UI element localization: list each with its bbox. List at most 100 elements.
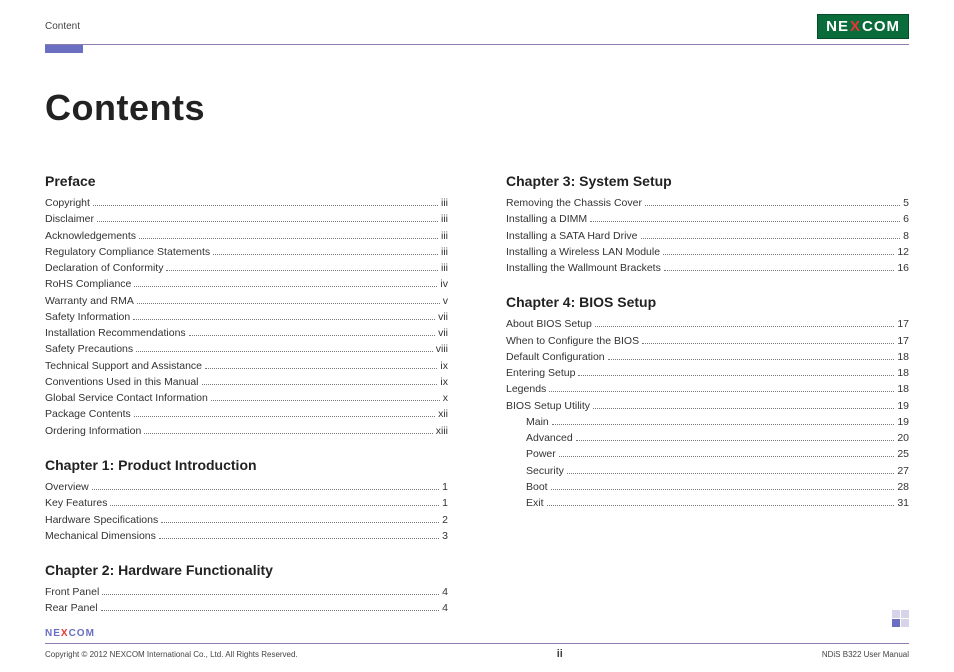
toc-dots bbox=[663, 254, 894, 255]
toc-page: 2 bbox=[442, 512, 448, 528]
toc-row: Key Features1 bbox=[45, 495, 448, 511]
toc-dots bbox=[202, 384, 438, 385]
toc-page: 1 bbox=[442, 495, 448, 511]
toc-row: Technical Support and Assistance ix bbox=[45, 358, 448, 374]
toc-label: Copyright bbox=[45, 195, 90, 211]
toc-page: 8 bbox=[903, 228, 909, 244]
logo-text-right: COM bbox=[862, 18, 900, 35]
toc-row: Rear Panel4 bbox=[45, 600, 448, 616]
toc-label: Main bbox=[526, 414, 549, 430]
toc-dots bbox=[97, 221, 438, 222]
toc-section: Chapter 3: System Setup Removing the Chas… bbox=[506, 173, 909, 276]
toc-label: Technical Support and Assistance bbox=[45, 358, 202, 374]
toc-label: Exit bbox=[526, 495, 544, 511]
page-title: Contents bbox=[45, 87, 909, 129]
toc-row: Boot28 bbox=[506, 479, 909, 495]
footer-logo-left: NE bbox=[45, 628, 61, 639]
toc-page: 5 bbox=[903, 195, 909, 211]
toc-row: Exit 31 bbox=[506, 495, 909, 511]
toc-row: Disclaimeriii bbox=[45, 211, 448, 227]
logo-text-left: NE bbox=[826, 18, 849, 35]
toc-page: ix bbox=[440, 374, 448, 390]
toc-row: Installing a Wireless LAN Module12 bbox=[506, 244, 909, 260]
toc-label: Legends bbox=[506, 381, 546, 397]
toc-dots bbox=[578, 375, 894, 376]
toc-row: RoHS Complianceiv bbox=[45, 276, 448, 292]
toc-row: Default Configuration 18 bbox=[506, 349, 909, 365]
toc-dots bbox=[593, 408, 894, 409]
toc-label: Overview bbox=[45, 479, 89, 495]
toc-row: Safety Informationvii bbox=[45, 309, 448, 325]
logo: NEXCOM bbox=[817, 14, 909, 39]
toc-label: When to Configure the BIOS bbox=[506, 333, 639, 349]
page-footer: NEXCOM Copyright © 2012 NEXCOM Internati… bbox=[45, 628, 909, 660]
toc-label: Safety Information bbox=[45, 309, 130, 325]
toc-dots bbox=[608, 359, 895, 360]
toc-page: 19 bbox=[897, 398, 909, 414]
toc-row: Ordering Informationxiii bbox=[45, 423, 448, 439]
toc-dots bbox=[642, 343, 894, 344]
toc-page: viii bbox=[436, 341, 448, 357]
toc-row: Installation Recommendationsvii bbox=[45, 325, 448, 341]
footer-logo-x: X bbox=[61, 628, 69, 639]
toc-dots bbox=[595, 326, 895, 327]
toc-label: Installing a SATA Hard Drive bbox=[506, 228, 638, 244]
toc-page: 6 bbox=[903, 211, 909, 227]
toc-page: iii bbox=[441, 211, 448, 227]
toc-label: Front Panel bbox=[45, 584, 99, 600]
toc-label: Mechanical Dimensions bbox=[45, 528, 156, 544]
toc-page: 1 bbox=[442, 479, 448, 495]
toc-column-right: Chapter 3: System Setup Removing the Chas… bbox=[506, 173, 909, 617]
toc-row: Conventions Used in this Manualix bbox=[45, 374, 448, 390]
toc-page: 31 bbox=[897, 495, 909, 511]
toc-label: Global Service Contact Information bbox=[45, 390, 208, 406]
toc-label: Regulatory Compliance Statements bbox=[45, 244, 210, 260]
toc-row: Warranty and RMA v bbox=[45, 293, 448, 309]
toc-section: PrefaceCopyrightiiiDisclaimeriiiAcknowle… bbox=[45, 173, 448, 439]
toc-page: 16 bbox=[897, 260, 909, 276]
toc-label: Warranty and RMA bbox=[45, 293, 134, 309]
toc-page: iii bbox=[441, 244, 448, 260]
toc-dots bbox=[547, 505, 895, 506]
toc-row: Declaration of Conformityiii bbox=[45, 260, 448, 276]
accent-bar bbox=[45, 45, 83, 53]
toc-page: 18 bbox=[897, 349, 909, 365]
toc-page: 25 bbox=[897, 446, 909, 462]
toc-row: Package Contentsxii bbox=[45, 406, 448, 422]
toc-page: iii bbox=[441, 260, 448, 276]
toc-page: 17 bbox=[897, 316, 909, 332]
toc-dots bbox=[93, 205, 438, 206]
footer-row: Copyright © 2012 NEXCOM International Co… bbox=[45, 648, 909, 660]
toc-label: Acknowledgements bbox=[45, 228, 136, 244]
toc-page: x bbox=[443, 390, 448, 406]
toc-row: Regulatory Compliance Statements iii bbox=[45, 244, 448, 260]
toc-row: Global Service Contact Information x bbox=[45, 390, 448, 406]
toc-section-heading: Chapter 3: System Setup bbox=[506, 173, 909, 189]
toc-label: Boot bbox=[526, 479, 548, 495]
toc-page: 27 bbox=[897, 463, 909, 479]
toc-row: When to Configure the BIOS17 bbox=[506, 333, 909, 349]
toc-label: Installing a Wireless LAN Module bbox=[506, 244, 660, 260]
toc-dots bbox=[133, 319, 435, 320]
footer-squares-icon bbox=[892, 610, 909, 627]
toc-dots bbox=[134, 286, 437, 287]
toc-row: Mechanical Dimensions3 bbox=[45, 528, 448, 544]
toc-label: Default Configuration bbox=[506, 349, 605, 365]
toc-label: Ordering Information bbox=[45, 423, 141, 439]
toc-label: Removing the Chassis Cover bbox=[506, 195, 642, 211]
toc-section: Chapter 2: Hardware Functionality Front P… bbox=[45, 562, 448, 617]
toc-dots bbox=[559, 456, 895, 457]
toc-row: Hardware Specifications 2 bbox=[45, 512, 448, 528]
toc-row: Power25 bbox=[506, 446, 909, 462]
toc-dots bbox=[645, 205, 900, 206]
toc-page: ix bbox=[440, 358, 448, 374]
toc-label: Hardware Specifications bbox=[45, 512, 158, 528]
toc-dots bbox=[549, 391, 894, 392]
toc-dots bbox=[144, 433, 432, 434]
header-label: Content bbox=[45, 21, 80, 32]
toc-page: v bbox=[443, 293, 448, 309]
toc-section-heading: Chapter 2: Hardware Functionality bbox=[45, 562, 448, 578]
footer-doc: NDiS B322 User Manual bbox=[822, 650, 909, 659]
toc-dots bbox=[159, 538, 439, 539]
toc-row: Acknowledgementsiii bbox=[45, 228, 448, 244]
